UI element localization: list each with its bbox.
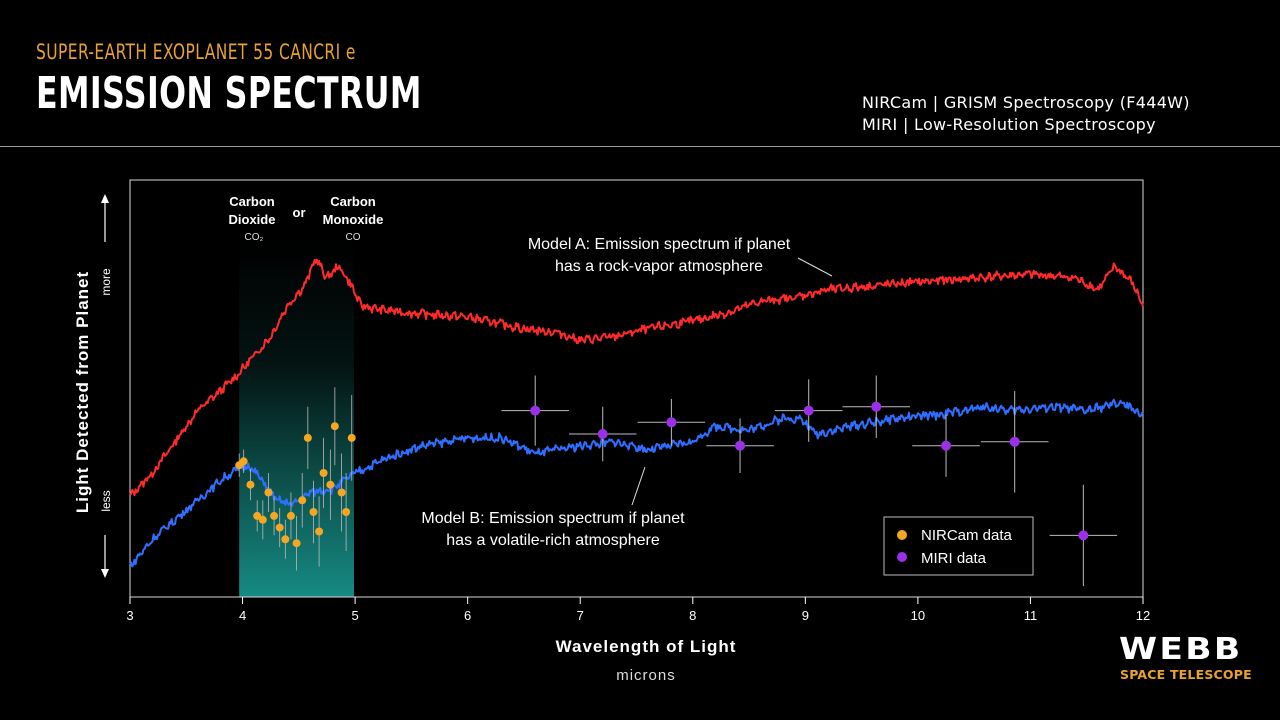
nircam-point (342, 508, 351, 516)
nircam-point (286, 511, 295, 520)
header-divider (0, 146, 1280, 147)
miri-point (530, 405, 541, 416)
x-tick-label: 6 (464, 608, 471, 623)
webb-logo: WEBB (1119, 632, 1243, 667)
nircam-point (337, 488, 346, 497)
nircam-point (281, 535, 290, 544)
legend-box (883, 516, 1034, 576)
band-label-co2-line1: Carbon (229, 194, 275, 209)
miri-point (1009, 436, 1020, 447)
y-axis-label: Light Detected from Planet (73, 271, 92, 513)
nircam-point (239, 457, 248, 466)
instrument-line-nircam: NIRCam | GRISM Spectroscopy (F444W) (862, 93, 1190, 112)
x-tick-label: 8 (689, 608, 696, 623)
model-a-annotation-line1: Model A: Emission spectrum if planet (528, 236, 791, 253)
band-label-co-line2: Monoxide (323, 212, 384, 227)
miri-point (871, 401, 882, 412)
data-points (235, 375, 1118, 587)
band-label-or: or (293, 205, 306, 220)
nircam-point (246, 480, 255, 489)
nircam-point (326, 480, 335, 489)
x-tick-label: 4 (239, 608, 246, 623)
x-tick-label: 9 (802, 608, 809, 623)
x-axis-ticks: 3 4 5 6 7 8 9 10 11 12 (126, 597, 1150, 623)
model-a-annotation-line2: has a rock-vapor atmosphere (555, 258, 763, 275)
band-label-co2-formula: CO₂ (245, 232, 264, 243)
miri-point (1078, 530, 1089, 541)
band-label-co-formula: CO (346, 232, 361, 243)
webb-logo-subtitle: SPACE TELESCOPE (1120, 667, 1252, 682)
model-a-pointer (797, 257, 833, 277)
legend-miri-marker (897, 552, 907, 562)
x-tick-label: 12 (1136, 608, 1150, 623)
x-tick-label: 5 (351, 608, 358, 623)
miri-point (941, 440, 952, 451)
x-tick-label: 11 (1024, 608, 1038, 623)
legend-nircam-label: NIRCam data (921, 527, 1013, 544)
chart-title: EMISSION SPECTRUM (36, 68, 422, 119)
nircam-point (347, 433, 356, 442)
model-b-annotation-line2: has a volatile-rich atmosphere (446, 532, 660, 549)
nircam-point (303, 433, 312, 442)
x-axis-label: Wavelength of Light (556, 637, 737, 656)
nircam-point (330, 422, 339, 431)
nircam-point (292, 539, 301, 548)
nircam-point (253, 511, 262, 520)
miri-point (803, 405, 814, 416)
band-label-co2-line2: Dioxide (229, 212, 276, 227)
y-down-arrowhead (101, 569, 109, 578)
model-a-line (129, 258, 1144, 497)
nircam-point (270, 511, 279, 520)
miri-point (597, 429, 608, 439)
chart-supertitle: SUPER-EARTH EXOPLANET 55 CANCRI e (36, 40, 356, 64)
x-tick-label: 7 (577, 608, 584, 623)
x-tick-label: 10 (911, 608, 925, 623)
plot-frame (129, 179, 1144, 598)
nircam-point (309, 508, 318, 516)
model-b-pointer (631, 466, 646, 506)
nircam-point (319, 469, 328, 477)
nircam-point (298, 496, 307, 505)
band-label-co-line1: Carbon (330, 194, 376, 209)
nircam-point (315, 527, 324, 536)
instrument-line-miri: MIRI | Low-Resolution Spectroscopy (862, 115, 1156, 134)
miri-point (666, 417, 677, 428)
y-up-arrowhead (101, 194, 109, 203)
x-tick-label: 3 (126, 608, 133, 623)
legend-nircam-marker (897, 530, 907, 540)
nircam-point (258, 515, 267, 524)
nircam-point (275, 523, 284, 532)
miri-point (735, 440, 746, 451)
legend-miri-label: MIRI data (921, 550, 987, 567)
y-more-label: more (99, 268, 113, 296)
model-b-annotation-line1: Model B: Emission spectrum if planet (421, 510, 685, 527)
x-axis-unit: microns (616, 667, 676, 684)
nircam-point (264, 488, 273, 497)
y-less-label: less (99, 490, 113, 511)
